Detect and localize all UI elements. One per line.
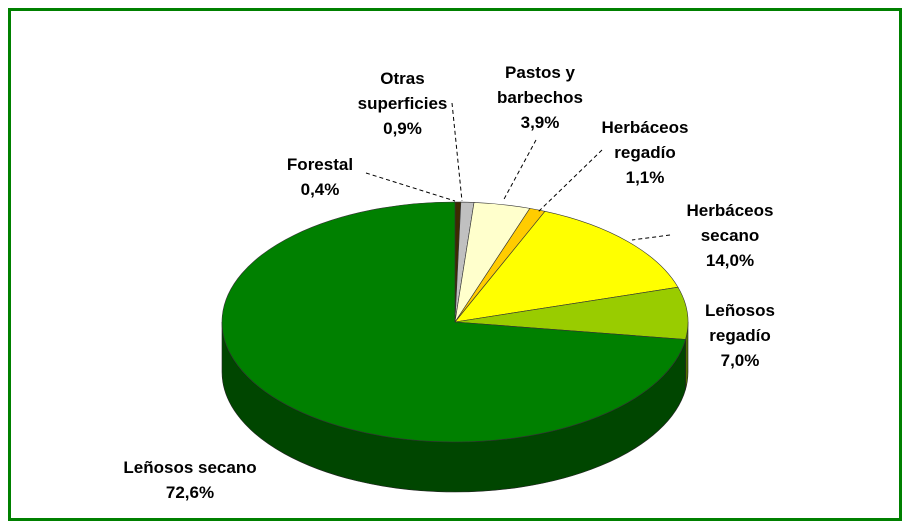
slice-label: Herbáceos regadío 1,1% [585, 115, 705, 190]
value-label: 1,1% [625, 168, 665, 187]
category-label: Pastos y barbechos [497, 63, 583, 107]
slice-label: Leñosos secano 72,6% [80, 455, 300, 505]
slice-label: Leñosos regadío 7,0% [690, 298, 790, 373]
slice [221, 201, 686, 443]
value-label: 0,4% [300, 180, 340, 199]
slice-label: Herbáceos secano 14,0% [665, 198, 795, 273]
value-label: 7,0% [720, 351, 760, 370]
value-label: 72,6% [165, 483, 215, 502]
leader-line [365, 172, 456, 202]
leader-line [451, 102, 463, 202]
category-label: Forestal [286, 155, 354, 174]
slice-label: Otras superficies 0,9% [345, 66, 460, 141]
category-label: Leñosos regadío [705, 301, 775, 345]
slice-label: Pastos y barbechos 3,9% [480, 60, 600, 135]
value-label: 3,9% [520, 113, 560, 132]
category-label: Otras superficies [357, 69, 448, 113]
leader-line [537, 149, 603, 213]
slice [454, 286, 689, 340]
leader-line [502, 139, 537, 202]
slice-label: Forestal 0,4% [270, 152, 370, 202]
category-label: Herbáceos secano [686, 201, 774, 245]
category-label: Leñosos secano [123, 458, 257, 477]
category-label: Herbáceos regadío [601, 118, 689, 162]
slice [454, 210, 679, 323]
leader-line [631, 234, 671, 241]
frame [8, 8, 902, 521]
value-label: 14,0% [705, 251, 755, 270]
value-label: 0,9% [383, 119, 422, 138]
